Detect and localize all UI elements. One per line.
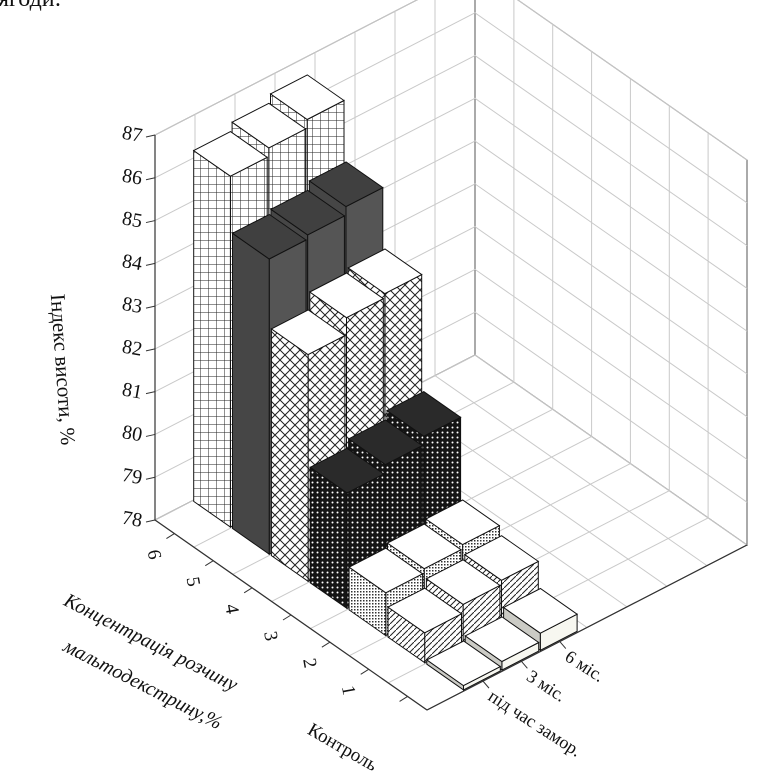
y-tick-label: 3 міс. [523,666,569,706]
z-tick-mark [145,519,156,523]
x-tick-label: 2 [298,657,320,670]
x-tick-mark [399,696,408,702]
x-tick-mark [166,533,175,539]
z-tick-mark [145,262,156,266]
x-tick-label: 3 [259,630,281,643]
z-tick-label: 78 [120,507,144,532]
bar [387,587,463,664]
z-tick-mark [145,220,156,224]
x-tick-mark [205,560,214,567]
x-tick-label: 1 [337,684,359,697]
y-tick-mark [559,641,567,649]
x-tick-mark [360,668,369,675]
z-axis-label: Індекс висоти, % [46,293,81,446]
partial-heading-text: ягоди: [0,0,61,13]
bar [309,447,385,610]
x-tick-label: 6 [143,548,165,561]
z-tick-label: 81 [120,378,144,403]
z-tick-mark [145,305,156,309]
x-tick-mark [243,587,253,594]
z-tick-mark [145,134,156,138]
y-tick-mark [521,660,528,669]
z-tick-label: 87 [120,122,144,147]
z-tick-mark [145,433,156,437]
x-tick-label: Контроль [304,719,381,776]
y-tick-label: 6 міс. [562,646,608,686]
z-tick-label: 83 [120,293,144,318]
bars [192,74,579,691]
bar [425,640,502,691]
z-tick-mark [145,391,156,395]
x-tick-mark [321,641,331,648]
z-tick-label: 82 [120,336,144,361]
z-tick-mark [145,177,156,181]
y-tick-label: під час замор. [485,686,585,761]
z-tick-label: 85 [120,207,144,232]
x-tick-mark [282,614,292,621]
x-tick-label: 4 [220,602,242,615]
z-tick-mark [145,476,156,480]
y-tick-mark [482,680,490,689]
z-tick-labels: 78 79 80 81 82 83 84 85 86 87 [120,122,156,532]
z-tick-mark [145,348,156,352]
bar [464,616,540,672]
z-tick-label: 86 [120,165,144,190]
x-tick-label: 5 [182,575,204,588]
z-tick-label: 79 [120,464,144,489]
z-tick-label: 84 [120,250,144,275]
z-tick-label: 80 [120,421,144,446]
